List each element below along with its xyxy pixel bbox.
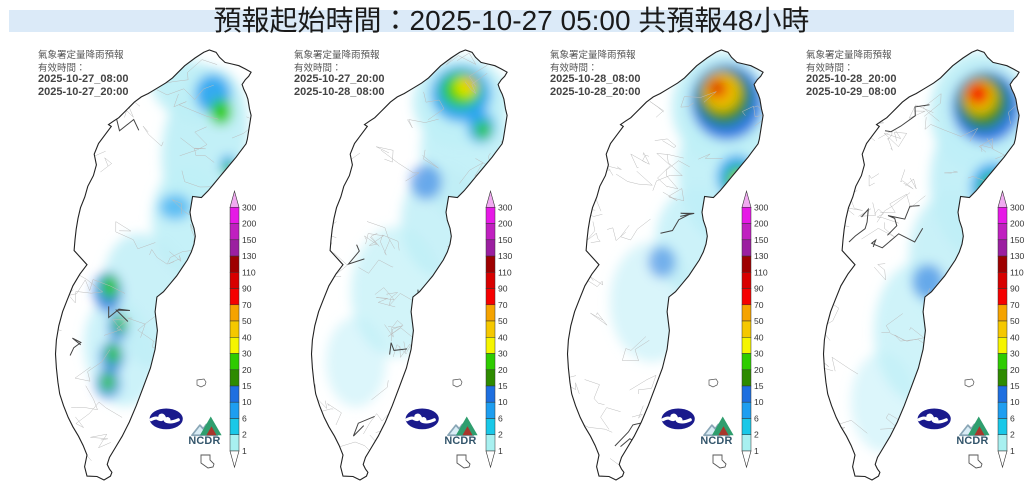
svg-text:200: 200	[498, 219, 512, 229]
svg-text:70: 70	[498, 300, 508, 310]
svg-text:200: 200	[242, 219, 256, 229]
svg-text:110: 110	[242, 267, 256, 277]
svg-text:6: 6	[498, 414, 503, 424]
svg-text:15: 15	[242, 381, 252, 391]
svg-text:150: 150	[498, 235, 512, 245]
svg-text:2: 2	[1010, 430, 1015, 440]
svg-text:30: 30	[242, 349, 252, 359]
svg-text:NCDR: NCDR	[444, 435, 476, 447]
svg-text:70: 70	[242, 300, 252, 310]
svg-text:50: 50	[498, 316, 508, 326]
svg-text:70: 70	[1010, 300, 1020, 310]
svg-text:NCDR: NCDR	[188, 435, 220, 447]
svg-text:300: 300	[1010, 202, 1024, 212]
svg-text:40: 40	[754, 332, 764, 342]
svg-text:10: 10	[754, 397, 764, 407]
svg-text:150: 150	[754, 235, 768, 245]
svg-text:1: 1	[754, 446, 759, 456]
svg-text:2: 2	[242, 430, 247, 440]
svg-text:20: 20	[754, 365, 764, 375]
svg-text:6: 6	[754, 414, 759, 424]
svg-text:30: 30	[754, 349, 764, 359]
svg-text:NCDR: NCDR	[700, 435, 732, 447]
svg-text:20: 20	[242, 365, 252, 375]
svg-text:50: 50	[242, 316, 252, 326]
svg-text:NCDR: NCDR	[956, 435, 988, 447]
svg-text:1: 1	[242, 446, 247, 456]
svg-text:1: 1	[1010, 446, 1015, 456]
svg-text:10: 10	[1010, 397, 1020, 407]
svg-text:90: 90	[242, 284, 252, 294]
svg-text:200: 200	[1010, 219, 1024, 229]
svg-text:30: 30	[1010, 349, 1020, 359]
svg-text:2: 2	[498, 430, 503, 440]
svg-text:110: 110	[1010, 267, 1024, 277]
svg-text:130: 130	[754, 251, 768, 261]
svg-text:1: 1	[498, 446, 503, 456]
svg-text:10: 10	[498, 397, 508, 407]
svg-text:20: 20	[498, 365, 508, 375]
svg-text:300: 300	[754, 202, 768, 212]
svg-text:6: 6	[242, 414, 247, 424]
svg-text:15: 15	[1010, 381, 1020, 391]
svg-text:300: 300	[498, 202, 512, 212]
svg-text:150: 150	[1010, 235, 1024, 245]
svg-text:50: 50	[1010, 316, 1020, 326]
svg-text:20: 20	[1010, 365, 1020, 375]
svg-text:90: 90	[498, 284, 508, 294]
svg-text:15: 15	[498, 381, 508, 391]
svg-text:130: 130	[242, 251, 256, 261]
svg-text:130: 130	[498, 251, 512, 261]
svg-text:150: 150	[242, 235, 256, 245]
svg-text:130: 130	[1010, 251, 1024, 261]
svg-text:40: 40	[1010, 332, 1020, 342]
svg-text:70: 70	[754, 300, 764, 310]
svg-text:110: 110	[498, 267, 512, 277]
svg-text:30: 30	[498, 349, 508, 359]
svg-text:200: 200	[754, 219, 768, 229]
svg-text:2: 2	[754, 430, 759, 440]
svg-text:300: 300	[242, 202, 256, 212]
svg-text:15: 15	[754, 381, 764, 391]
svg-text:6: 6	[1010, 414, 1015, 424]
svg-text:110: 110	[754, 267, 768, 277]
svg-text:90: 90	[754, 284, 764, 294]
svg-text:90: 90	[1010, 284, 1020, 294]
svg-text:10: 10	[242, 397, 252, 407]
svg-text:50: 50	[754, 316, 764, 326]
svg-text:40: 40	[242, 332, 252, 342]
svg-text:40: 40	[498, 332, 508, 342]
